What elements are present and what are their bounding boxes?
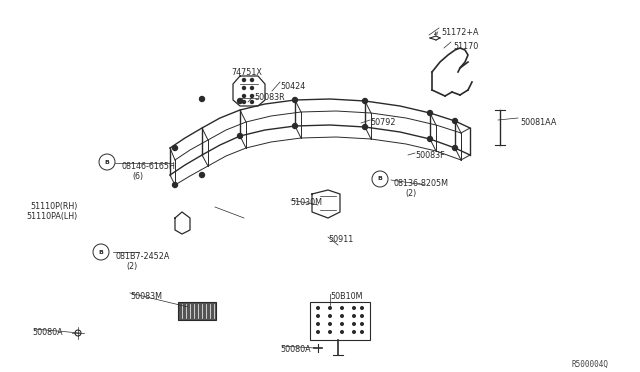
Circle shape	[173, 145, 177, 151]
Circle shape	[200, 96, 205, 102]
Circle shape	[353, 323, 355, 325]
Circle shape	[243, 87, 246, 90]
Text: 74751X: 74751X	[231, 68, 262, 77]
Text: 081B7-2452A: 081B7-2452A	[115, 252, 170, 261]
Text: 08136-8205M: 08136-8205M	[393, 179, 448, 188]
Circle shape	[200, 173, 205, 177]
Text: (2): (2)	[126, 262, 137, 271]
Circle shape	[353, 315, 355, 317]
Text: 50080A: 50080A	[280, 345, 310, 354]
Circle shape	[340, 315, 343, 317]
Text: 51172+A: 51172+A	[441, 28, 479, 37]
Circle shape	[173, 183, 177, 187]
Circle shape	[452, 119, 458, 124]
Text: 51170: 51170	[453, 42, 478, 51]
Circle shape	[340, 331, 343, 333]
Circle shape	[329, 323, 332, 325]
Bar	[178, 302, 216, 320]
Circle shape	[329, 331, 332, 333]
Text: 51110PA(LH): 51110PA(LH)	[26, 212, 77, 221]
Text: B: B	[99, 250, 104, 254]
Circle shape	[329, 307, 332, 309]
Circle shape	[237, 134, 243, 138]
Circle shape	[317, 323, 319, 325]
Circle shape	[353, 307, 355, 309]
Text: 50424: 50424	[280, 82, 305, 91]
Circle shape	[362, 125, 367, 129]
Circle shape	[317, 307, 319, 309]
Circle shape	[428, 110, 433, 115]
Circle shape	[361, 323, 364, 325]
Circle shape	[250, 94, 253, 97]
Circle shape	[243, 78, 246, 81]
Circle shape	[250, 100, 253, 103]
Text: 50083F: 50083F	[415, 151, 445, 160]
Circle shape	[317, 331, 319, 333]
Circle shape	[340, 323, 343, 325]
Circle shape	[243, 94, 246, 97]
Text: 51110P(RH): 51110P(RH)	[30, 202, 77, 211]
Circle shape	[452, 145, 458, 151]
Text: 08146-6165H: 08146-6165H	[121, 162, 175, 171]
Circle shape	[243, 100, 246, 103]
Text: B: B	[378, 176, 383, 182]
Circle shape	[361, 307, 364, 309]
Text: 50080A: 50080A	[32, 328, 63, 337]
Circle shape	[250, 87, 253, 90]
Text: 50792: 50792	[370, 118, 396, 127]
Circle shape	[340, 307, 343, 309]
Circle shape	[362, 99, 367, 103]
Circle shape	[317, 315, 319, 317]
Circle shape	[292, 124, 298, 128]
Text: 50B10M: 50B10M	[330, 292, 362, 301]
Text: R500004Q: R500004Q	[571, 360, 608, 369]
Text: (6): (6)	[132, 172, 143, 181]
Bar	[310, 302, 370, 340]
Text: 50911: 50911	[328, 235, 353, 244]
Circle shape	[292, 97, 298, 103]
Circle shape	[361, 315, 364, 317]
Circle shape	[361, 331, 364, 333]
Circle shape	[250, 78, 253, 81]
Text: B: B	[104, 160, 109, 164]
Text: 50083R: 50083R	[254, 93, 285, 102]
Circle shape	[353, 331, 355, 333]
Circle shape	[329, 315, 332, 317]
Text: (2): (2)	[405, 189, 416, 198]
Text: 51030M: 51030M	[290, 198, 322, 207]
Text: 50081AA: 50081AA	[520, 118, 556, 127]
Text: 50083M: 50083M	[130, 292, 162, 301]
Circle shape	[428, 137, 433, 141]
Circle shape	[237, 99, 243, 103]
